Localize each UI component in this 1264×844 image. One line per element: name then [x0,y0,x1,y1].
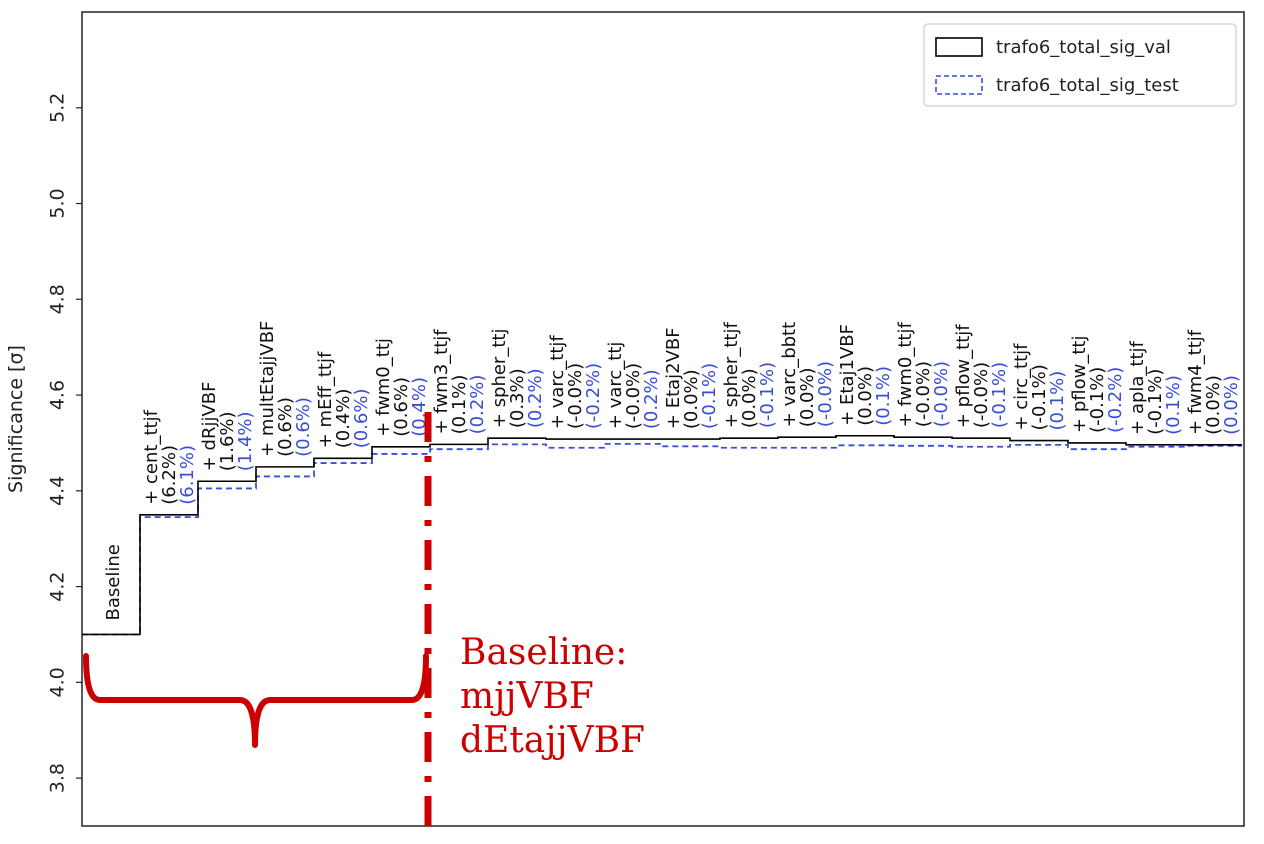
step-test-change-label: (0.2%) [641,369,662,429]
step-label-group: + fwm4_ttjf(0.0%)(0.0%) [1185,329,1242,435]
step-label-group: + spher_ttj(0.3%)(0.2%) [489,329,546,429]
step-name-label: + apla_ttjf [1127,340,1148,434]
step-test-change-label: (0.6%) [351,388,372,448]
legend-box [923,23,1237,107]
step-name-label: + fwm0_ttjf [895,322,916,428]
step-label-group: + pflow_ttj(-0.1%)(-0.2%) [1069,336,1126,433]
step-test-change-label: (-0.0%) [931,361,952,427]
y-tick-label: 4.6 [47,380,69,410]
step-name-label: + varc_ttjf [547,335,568,430]
step-test-change-label: (0.1%) [873,366,894,426]
legend-swatch-val [935,37,983,57]
test-series-line [82,442,1242,636]
step-val-change-label: (-0.0%) [565,363,586,429]
step-val-change-label: (0.0%) [681,369,702,429]
step-name-label: + pflow_ttjf [953,324,974,428]
step-label-group: + circ_ttjf(-0.1%)(0.1%) [1011,343,1068,431]
step-label-group: + fwm3_ttjf(0.1%)(0.2%) [431,329,488,435]
y-tick-label: 3.8 [47,763,69,793]
step-val-change-label: (-0.0%) [913,361,934,427]
step-label-group: + cent_ttjf(6.2%)(6.1%) [141,409,198,504]
step-name-label: + fwm0_ttj [373,338,394,437]
y-tick-label: 4.2 [47,571,69,601]
step-name-label: + fwm3_ttjf [431,329,452,435]
step-name-label: + fwm4_ttjf [1185,329,1206,435]
y-tick-label: 4.0 [47,667,69,697]
step-label-group: + varc_ttjf(-0.0%)(-0.2%) [547,335,604,430]
step-name-label: + dRjjVBF [199,381,220,471]
step-val-change-label: (-0.1%) [1087,367,1108,433]
step-test-change-label: (6.1%) [177,445,198,505]
step-test-change-label: (0.0%) [1221,375,1242,435]
step-label-group: + spher_ttjf(0.0%)(-0.1%) [721,322,778,429]
step-test-change-label: (-0.1%) [757,362,778,428]
step-val-change-label: (0.1%) [449,375,470,435]
step-name-label: + multEtajjVBF [257,321,278,457]
step-name-label: + spher_ttjf [721,322,742,429]
step-val-change-label: (-0.0%) [971,362,992,428]
step-name-label: + cent_ttjf [141,409,162,504]
step-test-change-label: (-0.2%) [583,363,604,429]
step-test-change-label: (0.6%) [293,397,314,457]
step-test-change-label: (0.2%) [467,375,488,435]
step-label-group: + apla_ttjf(-0.1%)(0.1%) [1127,340,1184,434]
plot-frame [81,11,1245,827]
step-name-label: + mEff_ttjf [315,351,336,448]
step-name-label: + pflow_ttj [1069,336,1090,433]
y-axis-label: Significance [σ] [5,345,27,493]
step-label-group: + Etaj2VBF(0.0%)(-0.1%) [663,327,720,429]
y-tick-label: 5.0 [47,188,69,218]
baseline-note-line: mjjVBF [460,676,594,717]
step-label-group: + fwm0_ttjf(-0.0%)(-0.0%) [895,322,952,428]
step-val-change-label: (0.0%) [739,368,760,428]
step-label-group: + varc_ttj(-0.0%)(0.2%) [605,342,662,430]
step-val-change-label: (0.3%) [507,368,528,428]
step-label-group: + dRjjVBF(1.6%)(1.4%) [199,381,256,471]
step-test-change-label: (-0.2%) [1105,367,1126,433]
y-tick-label: 5.2 [47,93,69,123]
step-label-group: + multEtajjVBF(0.6%)(0.6%) [257,321,314,457]
step-name-label: + varc_ttj [605,342,626,430]
step-val-change-label: (1.6%) [217,411,238,471]
baseline-note-line: dEtajjVBF [460,720,645,761]
baseline-curly-brace [83,653,429,748]
step-val-change-label: (-0.1%) [1029,364,1050,430]
step-name-label: + varc_bbtt [779,322,800,427]
step-test-change-label: (-0.0%) [815,361,836,427]
legend-label-val: trafo6_total_sig_val [996,37,1171,58]
step-label-group: + Etaj1VBF(0.0%)(0.1%) [837,324,894,426]
step-test-change-label: (0.2%) [525,368,546,428]
step-val-change-label: (0.0%) [1203,375,1224,435]
step-name-label: + Etaj1VBF [837,324,858,426]
step-val-change-label: (0.6%) [275,397,296,457]
legend-label-test: trafo6_total_sig_test [996,75,1179,96]
step-val-change-label: (0.0%) [855,366,876,426]
step-val-change-label: (0.4%) [333,388,354,448]
step-test-change-label: (-0.1%) [699,363,720,429]
step-val-change-label: (-0.0%) [623,363,644,429]
step-test-change-label: (0.1%) [1047,371,1068,431]
step-label-group: + pflow_ttjf(-0.0%)(-0.1%) [953,324,1010,428]
step-label-baseline: Baseline [103,544,124,620]
step-val-change-label: (0.0%) [797,367,818,427]
step-label-group: + fwm0_ttj(0.6%)(0.4%) [373,338,430,437]
baseline-note-line: Baseline: [460,632,627,673]
step-val-change-label: (0.6%) [391,377,412,437]
y-tick-label: 4.8 [47,284,69,314]
step-label-group: + mEff_ttjf(0.4%)(0.6%) [315,351,372,448]
step-val-change-label: (-0.1%) [1145,369,1166,435]
step-name-label: + circ_ttjf [1011,343,1032,431]
val-series-line [82,434,1242,636]
step-test-change-label: (1.4%) [235,411,256,471]
y-tick-label: 4.4 [47,476,69,506]
step-label-group: + varc_bbtt(0.0%)(-0.0%) [779,322,836,427]
step-val-change-label: (6.2%) [159,445,180,505]
step-name-label: + spher_ttj [489,329,510,429]
step-test-change-label: (0.1%) [1163,375,1184,435]
step-name-label: + Etaj2VBF [663,327,684,429]
step-test-change-label: (-0.1%) [989,362,1010,428]
